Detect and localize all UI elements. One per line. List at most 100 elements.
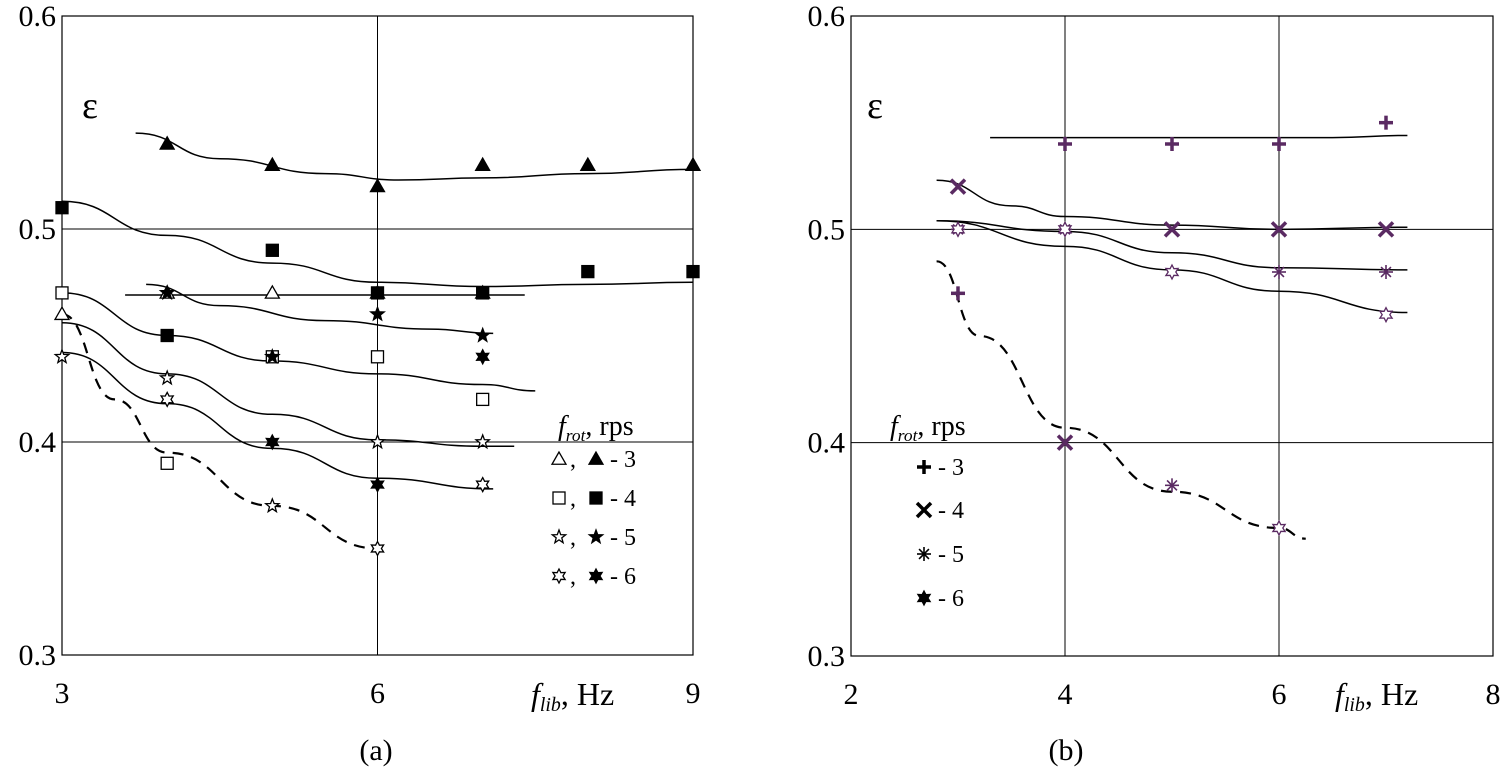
legend-marker-ray xyxy=(918,548,930,560)
data-point-hexstar-filled xyxy=(370,476,385,494)
data-point-triangle-filled xyxy=(474,156,491,172)
legend-marker xyxy=(916,589,932,607)
data-point-cross-d2 xyxy=(949,178,967,195)
data-point-hexstar-open xyxy=(475,476,490,493)
data-point-asterisk-ray xyxy=(1380,266,1392,278)
data-point-asterisk xyxy=(1379,265,1393,279)
data-point-square-filled xyxy=(370,286,385,300)
data-point-hexstar xyxy=(950,220,966,238)
data-point-asterisk xyxy=(1165,478,1179,493)
data-point-cross-d2 xyxy=(1270,221,1288,238)
x-tick-label: 2 xyxy=(844,678,859,711)
data-point-square-filled xyxy=(686,264,700,279)
legend-marker-open xyxy=(551,567,567,585)
data-point-square-open xyxy=(160,456,174,470)
y-tick-label: 0.6 xyxy=(808,0,846,33)
x-axis-label: flib, Hz xyxy=(1335,676,1418,716)
x-tick-label: 9 xyxy=(686,677,701,710)
data-point-square-filled xyxy=(476,286,490,300)
legend-marker xyxy=(917,547,931,561)
data-point-star-open xyxy=(474,433,492,450)
data-point-square-filled xyxy=(160,328,174,343)
fit-curve xyxy=(61,351,494,490)
fit-curve xyxy=(146,283,494,335)
fit-curve xyxy=(61,321,515,448)
data-point-square-filled xyxy=(265,243,279,257)
data-point-plus xyxy=(1272,137,1286,151)
legend-label: - 4 xyxy=(610,486,636,512)
y-axis-label: ε xyxy=(82,85,98,127)
data-point-plus xyxy=(951,286,965,301)
legend-label: - 3 xyxy=(610,447,636,473)
data-point-triangle-open xyxy=(264,284,281,299)
data-point-plus xyxy=(1379,115,1393,130)
fit-curve xyxy=(135,132,694,181)
legend-marker-filled xyxy=(588,567,604,585)
dashed-fit-curve xyxy=(61,313,378,550)
data-point-hexstar xyxy=(1378,306,1394,324)
legend-comma: , xyxy=(570,525,576,551)
y-axis-label: ε xyxy=(867,85,883,127)
fit-curve xyxy=(61,200,694,288)
x-tick-label: 4 xyxy=(1058,678,1073,711)
legend-marker xyxy=(917,460,931,474)
data-point-cross xyxy=(1270,221,1288,238)
fit-curve xyxy=(61,292,536,392)
data-point-hexstar-open xyxy=(159,391,175,408)
legend-comma: , xyxy=(570,564,576,590)
fit-curve xyxy=(990,134,1408,139)
x-tick-label: 6 xyxy=(1272,678,1287,711)
y-tick-label: 0.6 xyxy=(19,0,57,33)
legend-label: - 5 xyxy=(610,525,636,551)
panel-b: 0.3 0.4 0.5 0.6 2 4 6 8 ε flib, Hz (b) frot, rps - … xyxy=(808,0,1501,767)
data-point-hexstar-open xyxy=(370,540,385,557)
x-tick-label: 6 xyxy=(370,677,385,710)
panel-a: 0.3 0.4 0.5 0.6 3 6 9 ε flib, Hz (a) frot, rps, - … xyxy=(19,0,702,767)
data-point-hexstar xyxy=(1057,220,1073,238)
y-tick-label: 0.3 xyxy=(19,639,57,672)
legend-marker-d2 xyxy=(915,501,933,519)
legend-marker-open xyxy=(550,528,568,545)
data-point-star-open xyxy=(263,497,281,514)
dashed-fit-curve xyxy=(936,260,1306,540)
data-point-square-filled xyxy=(581,264,595,279)
data-point-triangle-filled xyxy=(264,156,281,172)
data-point-plus xyxy=(1165,137,1179,151)
legend-label: - 5 xyxy=(938,542,964,568)
data-point-cross xyxy=(949,178,967,195)
panel-label: (b) xyxy=(1049,734,1084,767)
data-point-square-open xyxy=(476,392,490,407)
legend-label: - 6 xyxy=(938,586,964,612)
data-point-hexstar-filled xyxy=(265,433,280,451)
legend-marker-filled xyxy=(587,528,605,545)
data-point-square-filled xyxy=(55,201,69,215)
data-point-triangle-filled xyxy=(369,178,386,193)
data-point-cross-d2 xyxy=(1163,221,1181,238)
data-point-asterisk xyxy=(1272,265,1286,279)
data-point-cross-d2 xyxy=(1377,221,1395,238)
legend-title: frot, rps xyxy=(890,411,966,445)
data-point-hexstar xyxy=(1271,519,1287,537)
data-point-cross xyxy=(1056,434,1074,451)
data-point-star-open xyxy=(53,347,71,365)
data-point-star-filled xyxy=(263,347,281,365)
legend-label: - 3 xyxy=(938,455,964,481)
data-point-asterisk-ray xyxy=(1166,479,1178,491)
data-point-square-open xyxy=(55,286,69,300)
data-point-cross-d2 xyxy=(1056,434,1074,451)
data-point-hexstar xyxy=(1164,263,1180,281)
x-tick-label: 8 xyxy=(1486,678,1501,711)
fit-curve xyxy=(936,179,1408,231)
data-point-cross xyxy=(1377,221,1395,238)
data-point-triangle-filled xyxy=(159,135,176,150)
legend-marker-filled xyxy=(587,450,605,465)
data-point-star-filled xyxy=(474,326,492,343)
y-tick-label: 0.5 xyxy=(808,213,846,246)
fit-curve xyxy=(936,220,1408,271)
data-point-triangle-filled xyxy=(684,156,702,172)
x-tick-label: 3 xyxy=(55,677,70,710)
y-tick-label: 0.4 xyxy=(19,426,57,459)
y-tick-label: 0.4 xyxy=(808,427,846,460)
data-point-asterisk-ray xyxy=(1273,266,1285,278)
